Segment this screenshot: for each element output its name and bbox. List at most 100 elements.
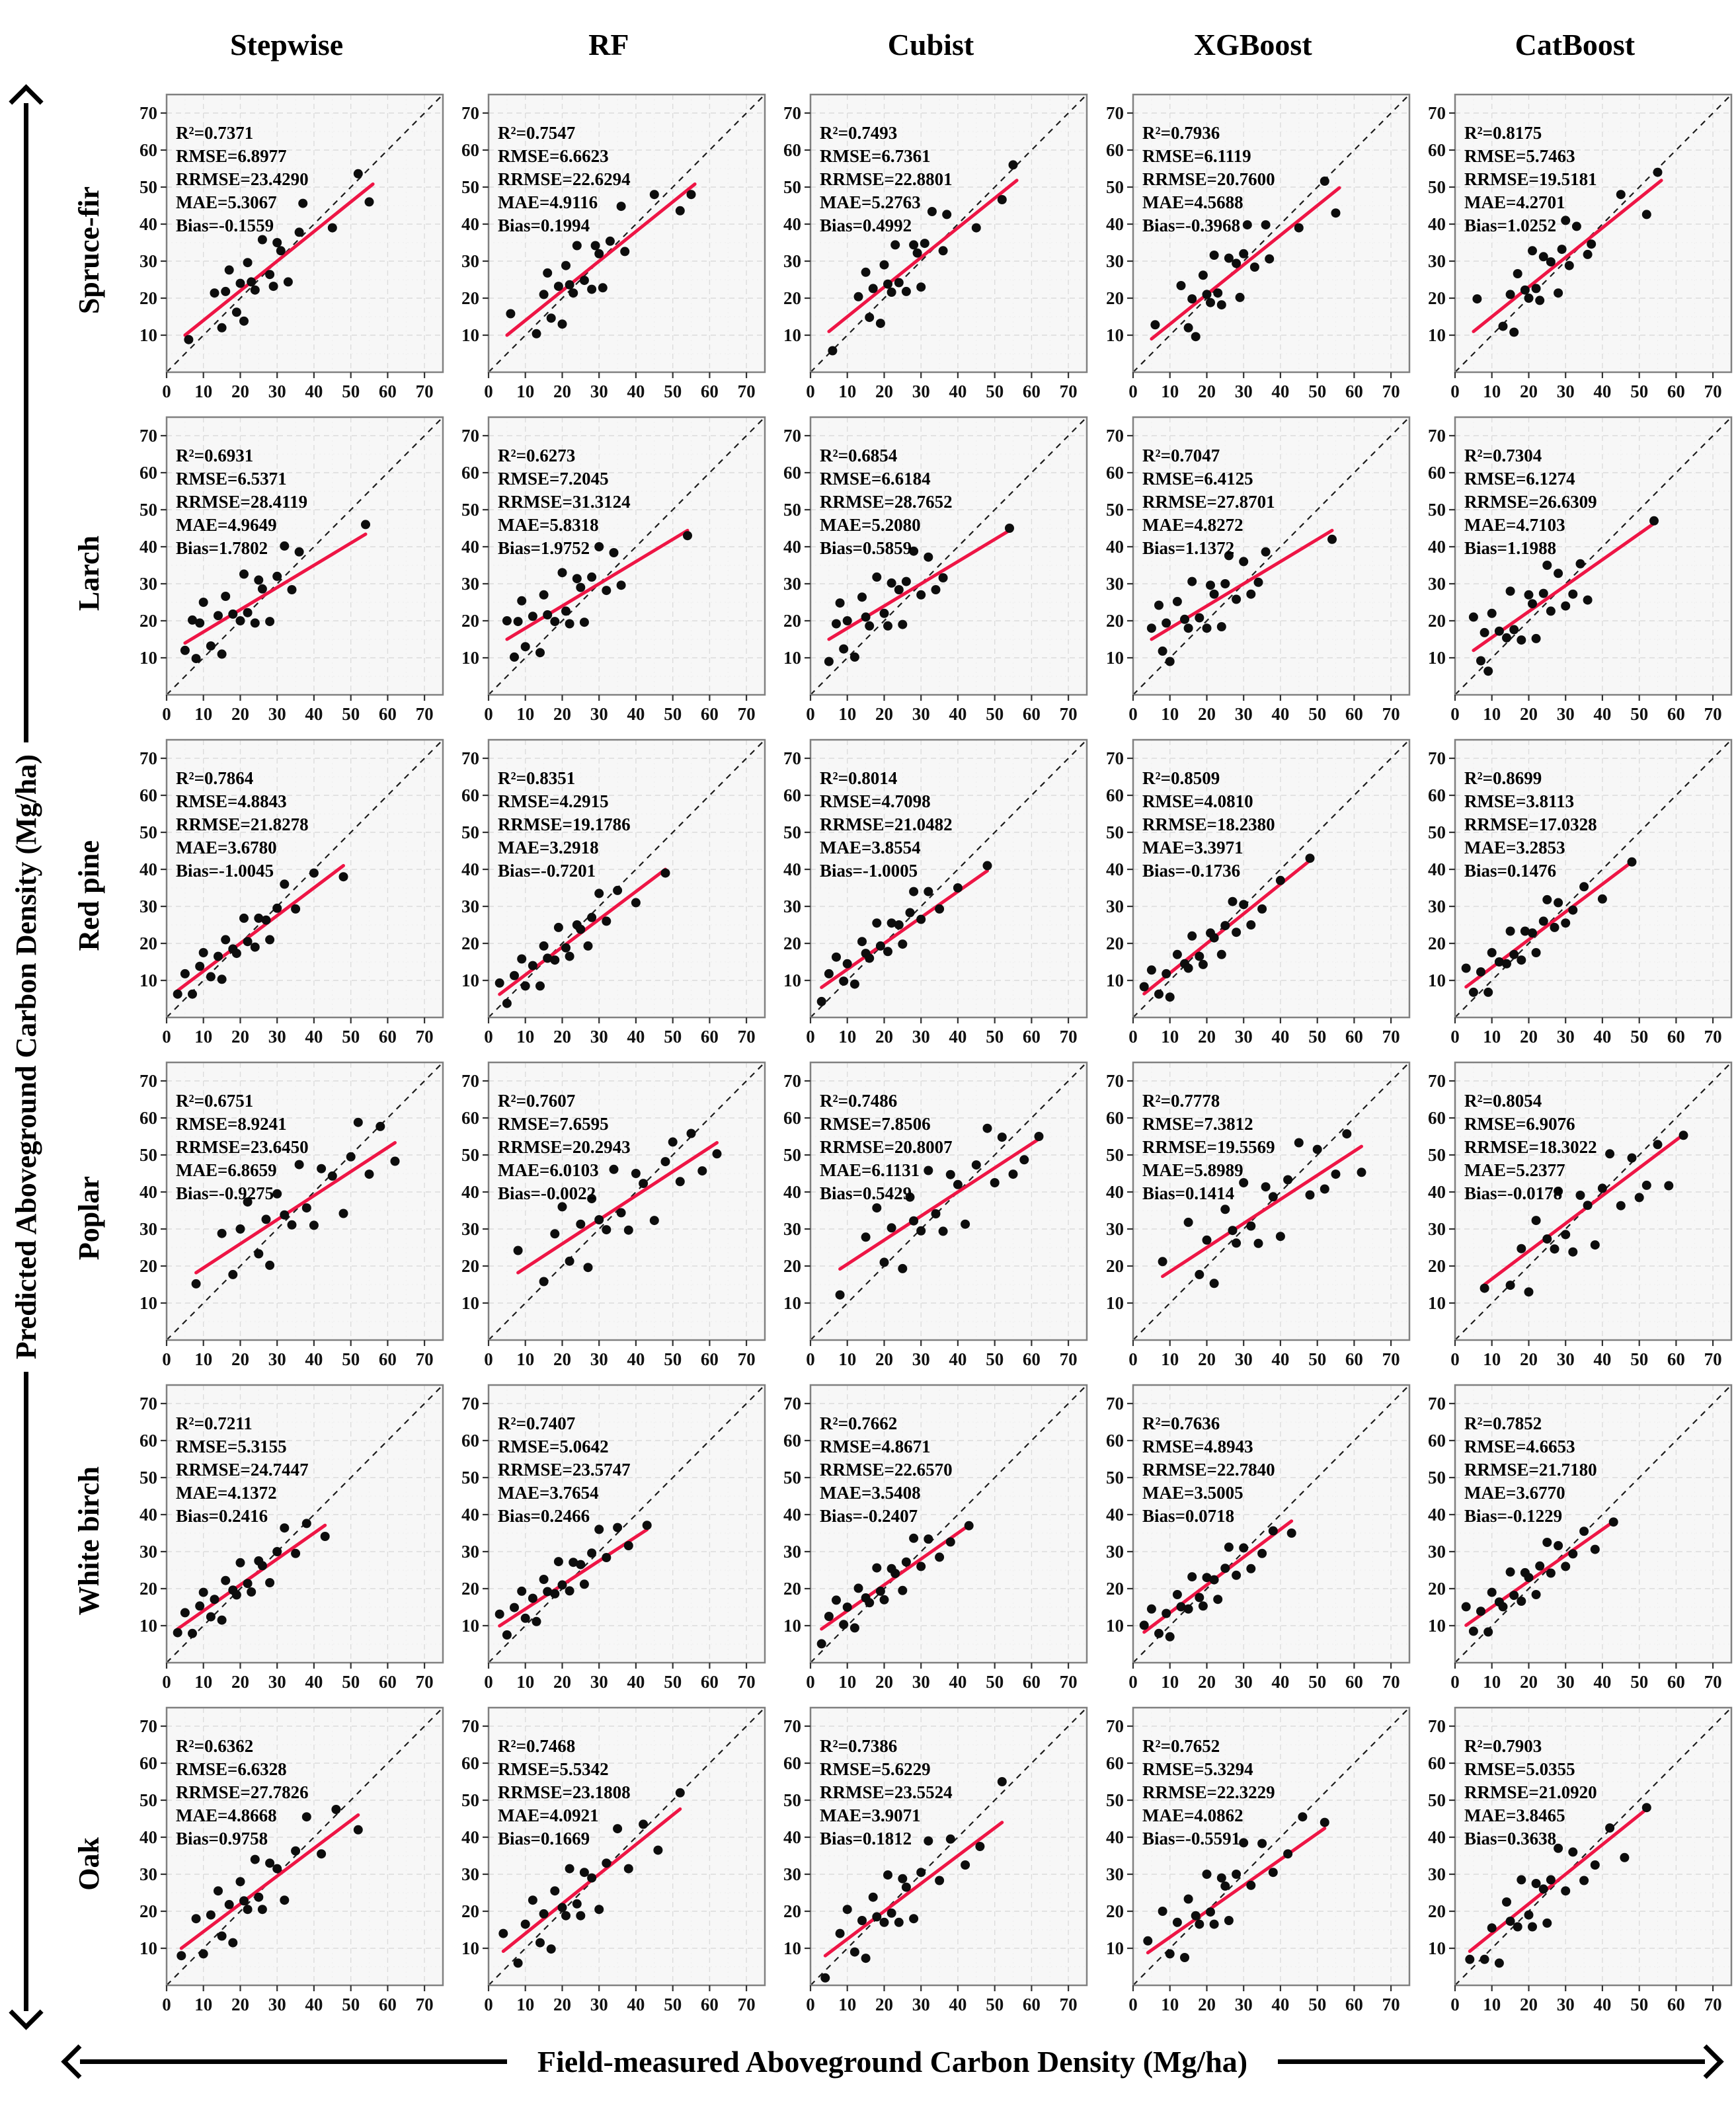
tick-labels: 0 10 10 20 20 30 30 40 40 50 50 60 60 70 70 bbox=[783, 748, 1078, 1047]
svg-text:70: 70 bbox=[1106, 1716, 1124, 1736]
scatter-panel-larch-rf: 0 10 10 20 20 30 30 40 40 50 50 60 60 70 70 R²=0.6273 RM… bbox=[461, 416, 766, 724]
axis-ticks bbox=[1126, 1402, 1392, 1669]
plot-frame bbox=[1132, 1061, 1410, 1341]
svg-text:MAE=4.0862: MAE=4.0862 bbox=[1142, 1805, 1243, 1825]
svg-text:30: 30 bbox=[1234, 704, 1252, 724]
axis-ticks bbox=[1448, 112, 1714, 378]
svg-text:10: 10 bbox=[1161, 1995, 1179, 2014]
svg-text:60: 60 bbox=[139, 1753, 157, 1773]
svg-text:MAE=3.5408: MAE=3.5408 bbox=[820, 1483, 921, 1503]
svg-text:70: 70 bbox=[1428, 748, 1446, 768]
plot-frame bbox=[1132, 93, 1410, 374]
plot-frame bbox=[1454, 416, 1733, 696]
svg-text:20: 20 bbox=[875, 1349, 893, 1369]
grid-major bbox=[489, 417, 766, 695]
svg-text:40: 40 bbox=[1271, 1672, 1289, 1692]
row-header-oak: Oak bbox=[72, 1837, 105, 1891]
identity-line bbox=[1132, 1707, 1410, 1986]
identity-line bbox=[1454, 416, 1732, 695]
tick-labels: 0 10 10 20 20 30 30 40 40 50 50 60 60 70 70 bbox=[461, 748, 756, 1047]
svg-text:40: 40 bbox=[949, 1995, 967, 2014]
svg-text:70: 70 bbox=[139, 748, 157, 768]
svg-text:Bias=0.2416: Bias=0.2416 bbox=[176, 1506, 268, 1526]
svg-text:70: 70 bbox=[461, 1071, 479, 1091]
tick-labels: 0 10 10 20 20 30 30 40 40 50 50 60 60 70 70 bbox=[139, 103, 434, 401]
svg-text:20: 20 bbox=[553, 1672, 571, 1692]
svg-text:R²=0.7547: R²=0.7547 bbox=[498, 123, 575, 143]
svg-text:50: 50 bbox=[342, 1027, 360, 1047]
svg-text:20: 20 bbox=[1520, 704, 1538, 724]
scatter-points bbox=[506, 190, 696, 338]
identity-line bbox=[166, 1707, 444, 1986]
axis-ticks bbox=[161, 1725, 426, 1991]
svg-text:70: 70 bbox=[1428, 1071, 1446, 1091]
svg-text:50: 50 bbox=[1630, 1672, 1648, 1692]
axis-ticks bbox=[805, 112, 1070, 378]
svg-text:RMSE=4.8943: RMSE=4.8943 bbox=[1142, 1437, 1253, 1456]
axis-ticks bbox=[805, 1080, 1070, 1346]
plot-frame bbox=[487, 1384, 766, 1664]
svg-text:60: 60 bbox=[701, 1672, 719, 1692]
identity-line bbox=[166, 94, 444, 373]
scatter-panel-spruce-fir-xgboost: 0 10 10 20 20 30 30 40 40 50 50 60 60 70 70 R²=0.7936 RM… bbox=[1106, 93, 1410, 401]
svg-text:0: 0 bbox=[1128, 381, 1138, 401]
svg-text:40: 40 bbox=[627, 381, 645, 401]
svg-text:30: 30 bbox=[912, 1349, 930, 1369]
axis-ticks bbox=[805, 1725, 1070, 1991]
svg-text:60: 60 bbox=[379, 1027, 397, 1047]
svg-text:MAE=3.8465: MAE=3.8465 bbox=[1464, 1805, 1565, 1825]
grid-major bbox=[1454, 740, 1731, 1017]
svg-text:30: 30 bbox=[1556, 1349, 1574, 1369]
row-header-spruce-fir: Spruce-fir bbox=[72, 186, 105, 315]
svg-text:R²=0.7304: R²=0.7304 bbox=[1464, 446, 1542, 465]
svg-text:70: 70 bbox=[783, 1071, 801, 1091]
grid-major bbox=[810, 1062, 1087, 1340]
stats-block: R²=0.7636 RMSE=4.8943 RRMSE=22.7840 MAE=3.5… bbox=[1142, 1413, 1275, 1526]
tick-labels: 0 10 10 20 20 30 30 40 40 50 50 60 60 70 70 bbox=[783, 103, 1078, 401]
tick-labels: 0 10 10 20 20 30 30 40 40 50 50 60 60 70 70 bbox=[1428, 1071, 1722, 1369]
svg-text:30: 30 bbox=[783, 251, 801, 271]
svg-text:10: 10 bbox=[1106, 1616, 1124, 1636]
plot-frame bbox=[810, 93, 1088, 374]
scatter-points bbox=[494, 1521, 652, 1640]
svg-text:RMSE=7.8506: RMSE=7.8506 bbox=[820, 1114, 931, 1134]
svg-text:20: 20 bbox=[783, 1901, 801, 1921]
svg-text:70: 70 bbox=[139, 1394, 157, 1413]
tick-labels: 0 10 10 20 20 30 30 40 40 50 50 60 60 70 70 bbox=[1106, 103, 1400, 401]
plot-frame bbox=[165, 93, 444, 374]
svg-text:40: 40 bbox=[1271, 1027, 1289, 1047]
svg-text:60: 60 bbox=[1023, 1027, 1041, 1047]
plot-frame bbox=[810, 1706, 1088, 1987]
fit-line bbox=[183, 182, 375, 337]
stats-block: R²=0.7864 RMSE=4.8843 RRMSE=21.8278 MAE=3.6… bbox=[176, 768, 309, 881]
scatter-panel-spruce-fir-rf: 0 10 10 20 20 30 30 40 40 50 50 60 60 70 70 R²=0.7547 RM… bbox=[461, 93, 766, 401]
svg-text:50: 50 bbox=[1428, 822, 1446, 842]
svg-text:40: 40 bbox=[1593, 1672, 1611, 1692]
grid-major bbox=[167, 417, 443, 695]
svg-text:MAE=3.9071: MAE=3.9071 bbox=[820, 1805, 921, 1825]
svg-text:10: 10 bbox=[1161, 704, 1179, 724]
identity-line bbox=[1132, 416, 1410, 695]
svg-text:60: 60 bbox=[701, 1995, 719, 2014]
scatter-points bbox=[824, 524, 1015, 666]
svg-text:70: 70 bbox=[1704, 381, 1721, 401]
svg-text:RRMSE=23.1808: RRMSE=23.1808 bbox=[498, 1782, 631, 1802]
svg-text:RRMSE=23.5747: RRMSE=23.5747 bbox=[498, 1460, 631, 1480]
fit-line bbox=[516, 1141, 719, 1275]
scatter-panel-white-birch-xgboost: 0 10 10 20 20 30 30 40 40 50 50 60 60 70 70 R²=0.7636 RM… bbox=[1106, 1384, 1410, 1692]
tick-labels: 0 10 10 20 20 30 30 40 40 50 50 60 60 70 70 bbox=[461, 103, 756, 401]
svg-text:MAE=3.6780: MAE=3.6780 bbox=[176, 838, 277, 857]
svg-text:10: 10 bbox=[1161, 1349, 1179, 1369]
svg-text:30: 30 bbox=[1234, 1349, 1252, 1369]
tick-labels: 0 10 10 20 20 30 30 40 40 50 50 60 60 70 70 bbox=[461, 426, 756, 724]
svg-text:70: 70 bbox=[1382, 1995, 1400, 2014]
plot-frame bbox=[810, 416, 1088, 696]
svg-text:20: 20 bbox=[1520, 1349, 1538, 1369]
scatter-panel-spruce-fir-stepwise: 0 10 10 20 20 30 30 40 40 50 50 60 60 70 70 R²=0.7371 RM… bbox=[139, 93, 444, 401]
svg-text:R²=0.7652: R²=0.7652 bbox=[1142, 1736, 1220, 1756]
svg-text:RMSE=6.4125: RMSE=6.4125 bbox=[1142, 469, 1253, 489]
svg-text:50: 50 bbox=[1308, 1027, 1326, 1047]
tick-labels: 0 10 10 20 20 30 30 40 40 50 50 60 60 70 70 bbox=[1106, 748, 1400, 1047]
svg-text:40: 40 bbox=[1428, 1182, 1446, 1202]
svg-text:50: 50 bbox=[461, 1145, 479, 1165]
